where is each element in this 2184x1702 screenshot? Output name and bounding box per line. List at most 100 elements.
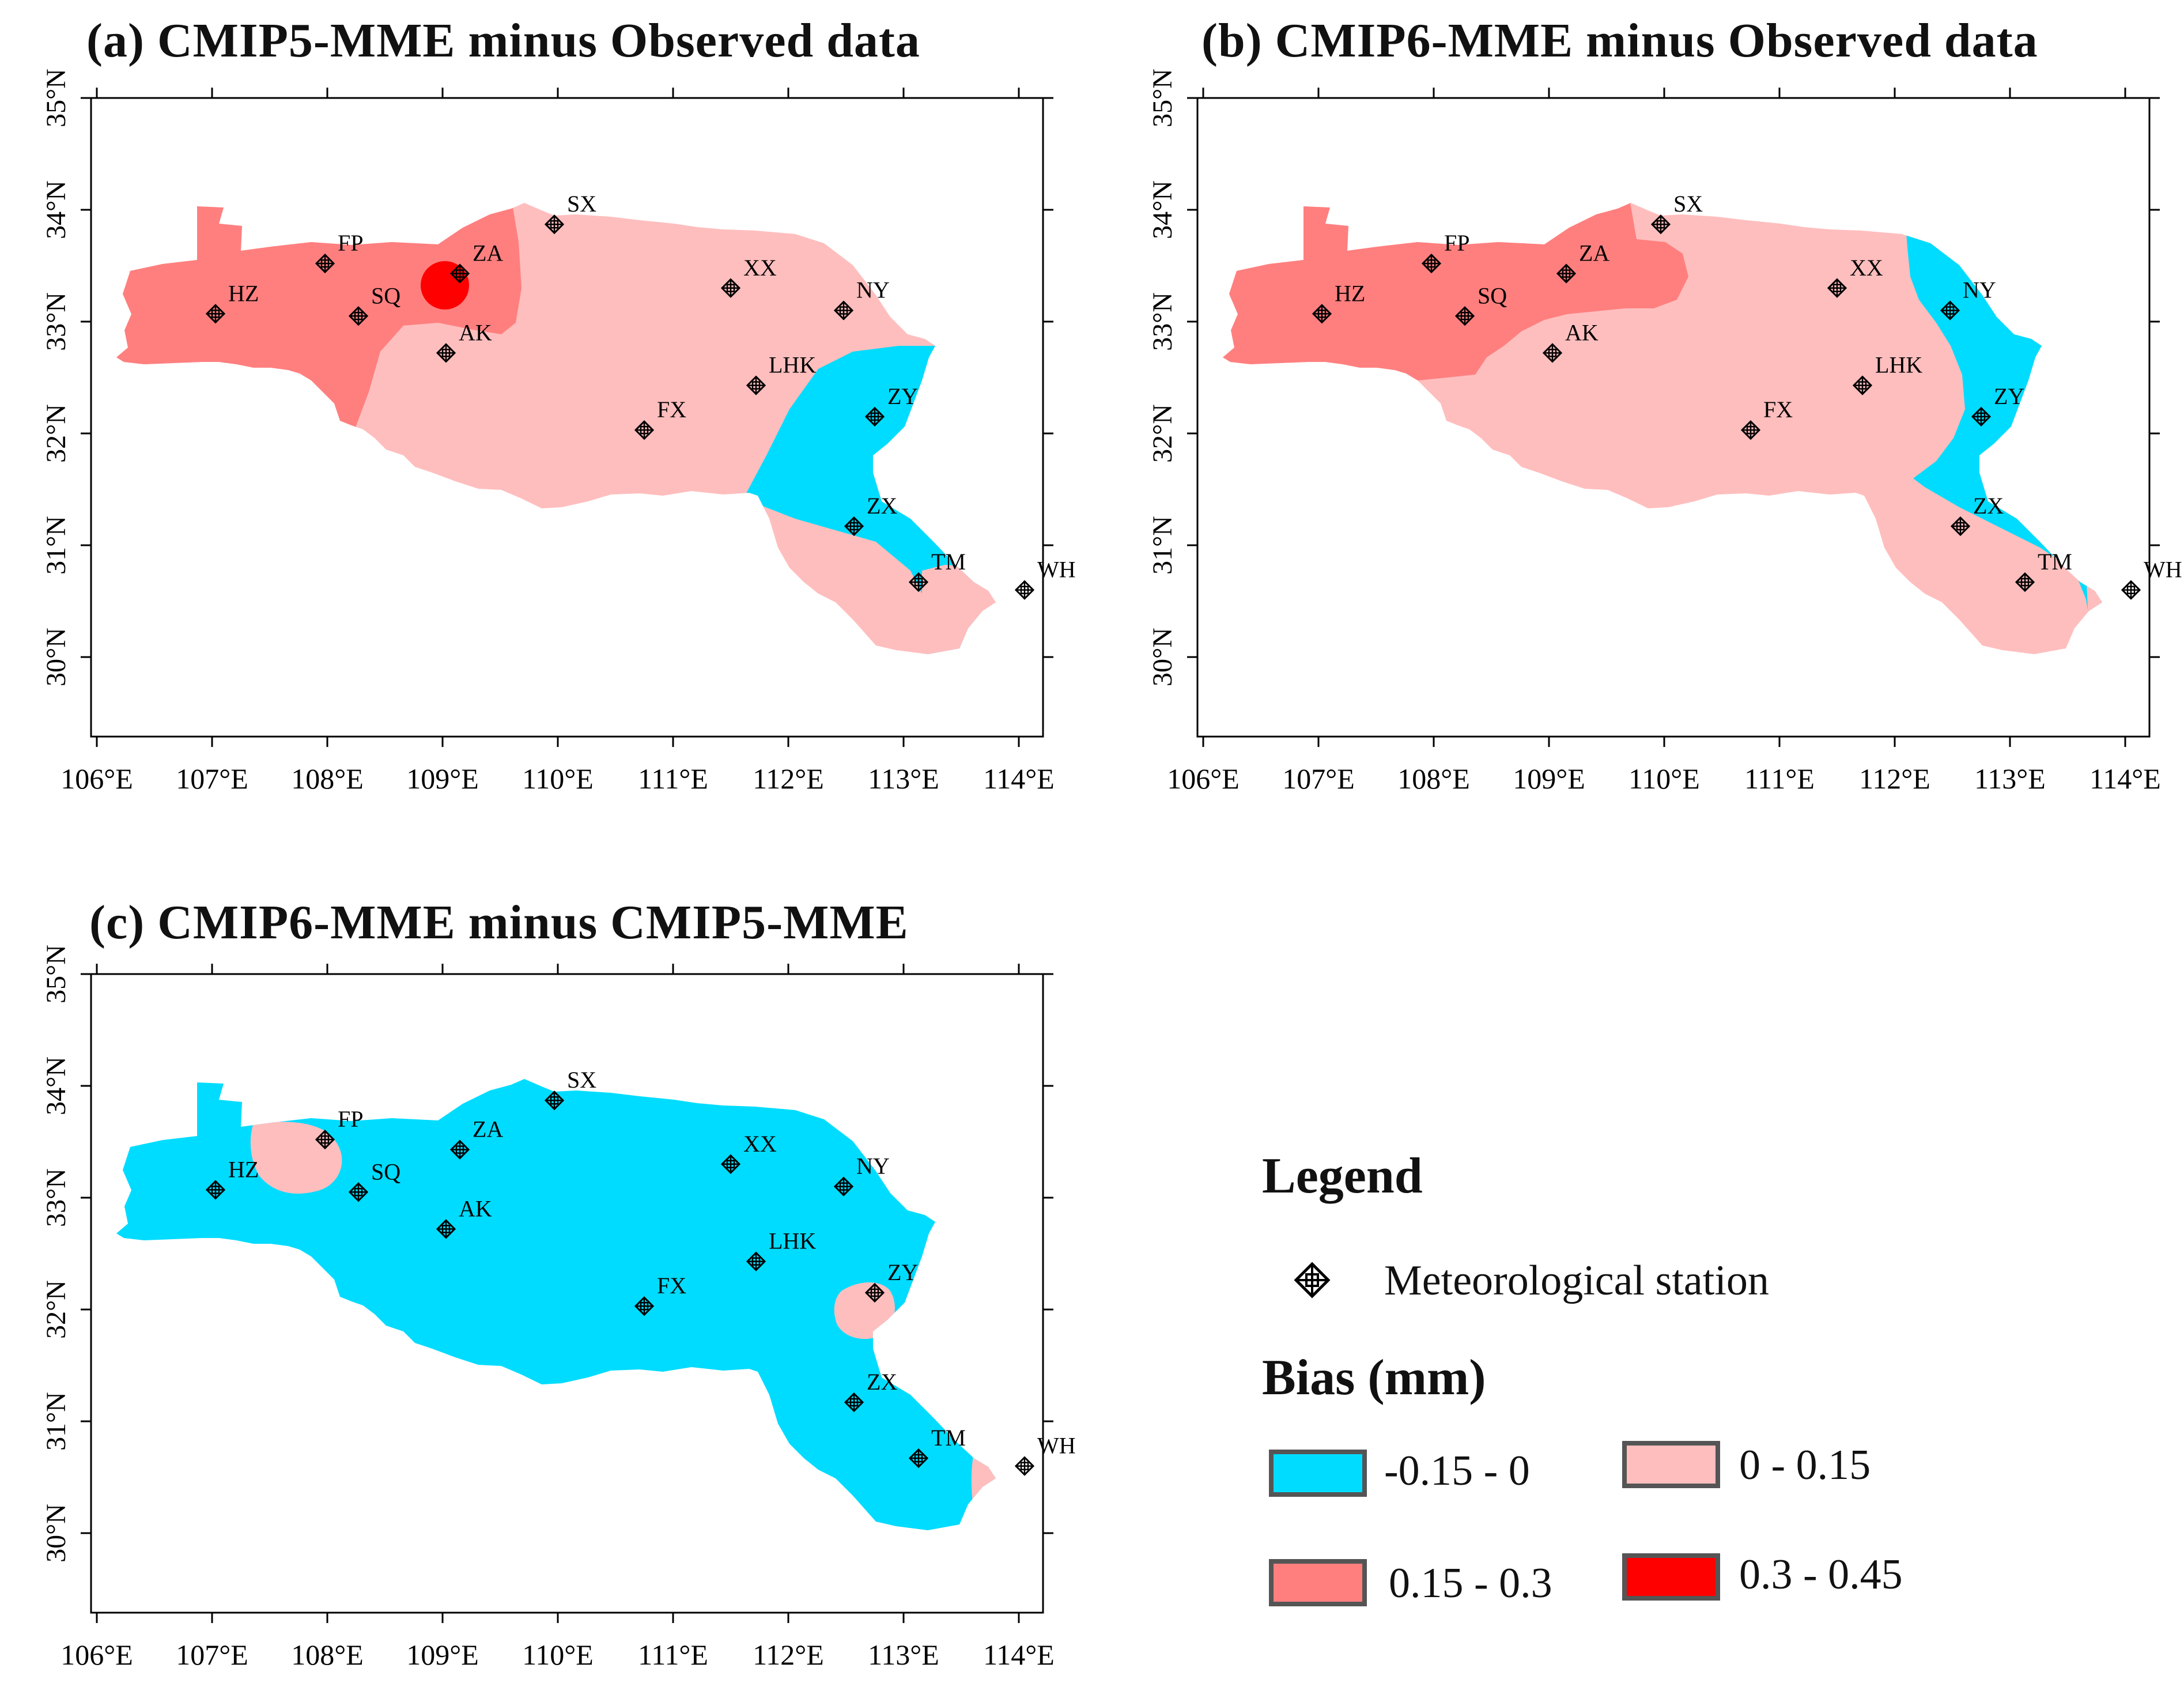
station-hz: HZ [205,280,259,324]
lat-label: 33°N [1147,292,1178,351]
station-label: WH [2144,557,2182,583]
station-label: SX [567,191,596,217]
map-a: 30°N 31°N 32°N 33°N 34°N 35°N 106°E 107°E 108°E… [41,69,1076,795]
lon-label: 114°E [983,763,1055,795]
station-label: ZY [887,383,918,409]
station-label: WH [1037,1433,1076,1459]
station-xx: XX [1827,255,1883,298]
station-label: ZX [867,493,897,519]
lat-label: 32°N [41,404,71,463]
lat-label: 34°N [41,180,71,239]
zone-neg-0.15-0 [116,1079,996,1530]
zone-0.3-0.45 [421,261,469,310]
station-hz: HZ [205,1156,259,1200]
station-sx: SX [544,1067,596,1111]
panel-c-title: (c) CMIP6-MME minus CMIP5-MME [89,896,909,949]
legend-class-1: 0 - 0.15 [1739,1441,1871,1489]
station-label: XX [743,1131,777,1157]
lat-label: 30°N [41,628,71,686]
lat-label: 30°N [1147,628,1178,686]
legend-class-2: 0.15 - 0.3 [1389,1560,1552,1607]
lon-label: 108°E [291,1639,364,1671]
station-label: AK [1565,319,1599,345]
station-marker-icon [746,1251,766,1271]
station-label: NY [856,277,890,303]
lat-label: 31°N [41,516,71,575]
zone-wh [971,1449,996,1530]
map-frame [1196,97,2151,738]
station-wh: WH [1014,1433,1076,1476]
legend-class-3: 0.3 - 0.45 [1739,1551,1903,1598]
lat-label: 32°N [1147,404,1178,463]
map-c: 30°N 31°N 32°N 33°N 34°N 35°N 106°E 107°E 108°E… [41,945,1076,1671]
station-label: XX [743,255,777,281]
legend-class-0: -0.15 - 0 [1384,1447,1530,1495]
station-hz: HZ [1312,280,1365,324]
station-xx: XX [720,255,777,298]
lon-label: 106°E [61,763,133,795]
station-lhk: LHK [746,352,816,395]
station-marker-icon [1014,1456,1035,1476]
station-label: LHK [769,1228,816,1254]
zone-wh [922,565,996,654]
station-ny: NY [833,277,890,320]
station-label: TM [2038,549,2072,575]
station-label: HZ [1335,280,1365,306]
lon-label: 110°E [522,1639,594,1671]
lon-label: 112°E [753,1639,824,1671]
station-ny: NY [1940,277,1996,320]
station-zy: ZY [864,1259,918,1303]
legend-swatch-3 [1622,1553,1720,1601]
map-legend: Legend Meteorological station Bias (mm) … [1262,1147,2126,1666]
station-label: ZX [1973,493,2004,519]
station-fx: FX [1740,397,1793,440]
station-label: FX [1763,397,1793,422]
station-zx: ZX [844,1369,897,1413]
station-label: ZY [887,1259,918,1285]
station-label: HZ [228,280,259,306]
station-label: ZA [473,240,503,266]
lat-label: 35°N [41,69,71,127]
station-marker-icon [436,1219,456,1239]
station-fp: FP [315,1106,364,1150]
lon-label: 109°E [406,1639,479,1671]
lat-label: 35°N [1147,69,1178,127]
lat-label: 31°N [41,1392,71,1451]
station-symbol-icon [1294,1262,1331,1299]
station-wh: WH [1014,557,1076,600]
station-tm: TM [908,549,966,593]
lon-label: 111°E [638,763,708,795]
station-label: AK [459,1195,492,1221]
station-label: NY [1963,277,1996,303]
station-label: SQ [1478,282,1507,308]
station-sq: SQ [348,282,400,326]
lat-label: 35°N [41,945,71,1003]
legend-swatch-0 [1269,1450,1367,1497]
station-zy: ZY [1971,383,2024,427]
station-xx: XX [720,1131,777,1174]
station-label: ZY [1994,383,2024,409]
legend-bias-title: Bias (mm) [1262,1350,1486,1406]
lon-label: 106°E [1167,763,1240,795]
lon-label: 113°E [1974,763,2046,795]
lon-label: 109°E [406,763,479,795]
panel-a-title: (a) CMIP5-MME minus Observed data [86,14,920,67]
panel-a: (a) CMIP5-MME minus Observed data 30°N 31… [0,0,1083,841]
station-ak: AK [1542,319,1599,363]
station-ak: AK [436,319,492,363]
station-za: ZA [449,240,503,284]
zone-wh [2086,568,2102,654]
station-fp: FP [315,230,364,274]
station-sx: SX [1650,191,1703,235]
station-label: FX [657,397,686,422]
station-label: HZ [228,1156,259,1182]
lon-label: 108°E [291,763,364,795]
map-b: 30°N 31°N 32°N 33°N 34°N 35°N 106°E 107°E 108°E… [1147,69,2182,795]
station-wh: WH [2121,557,2182,600]
legend-title: Legend [1262,1148,1423,1204]
map-frame [90,973,1044,1614]
lat-label: 33°N [41,1168,71,1227]
station-sx: SX [544,191,596,235]
lon-label: 107°E [176,1639,248,1671]
lon-label: 112°E [753,763,824,795]
